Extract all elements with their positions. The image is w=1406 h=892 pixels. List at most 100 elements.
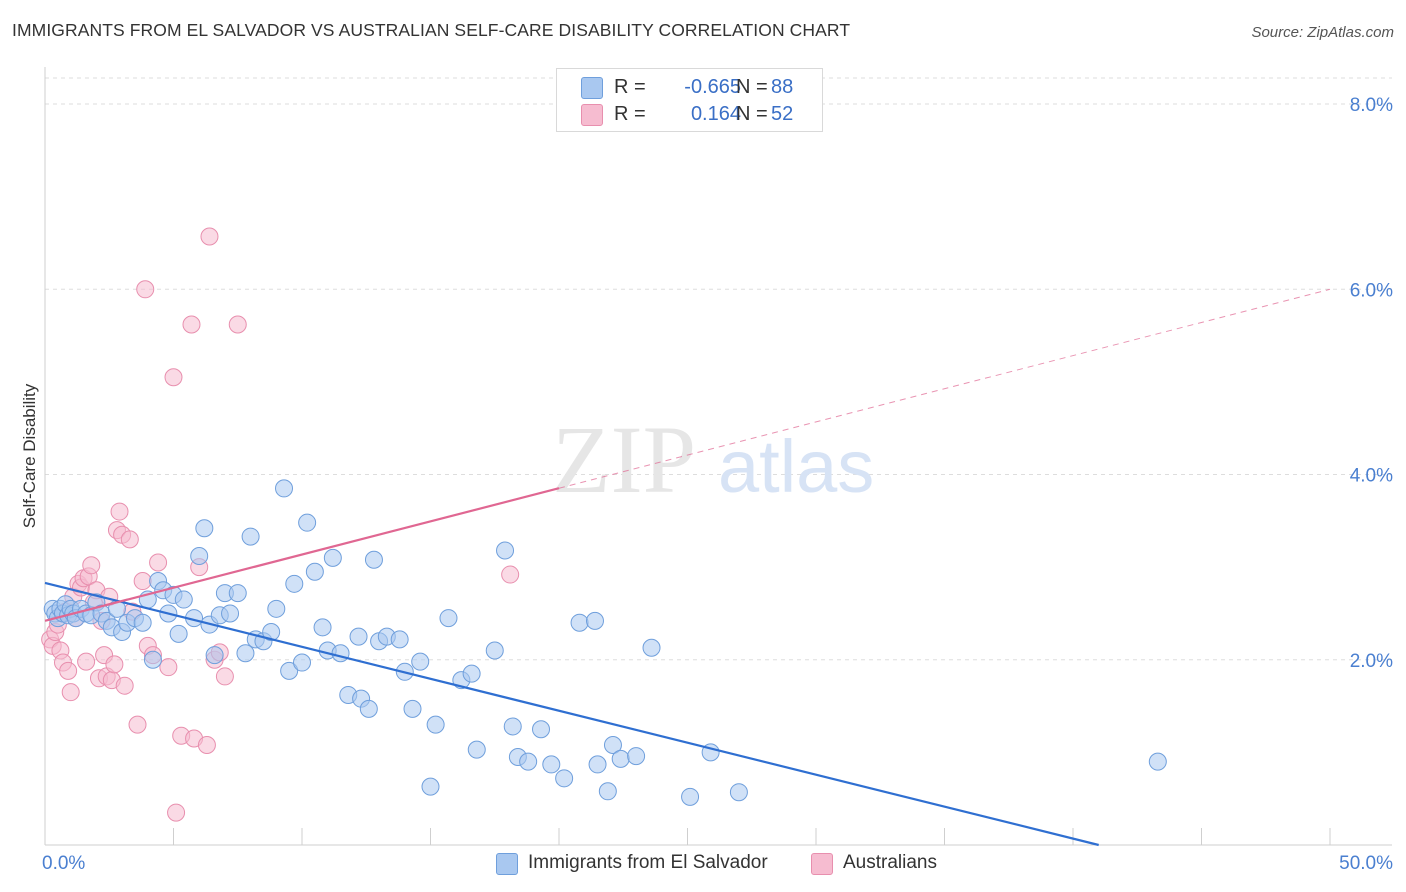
el-salvador-point (421, 777, 440, 796)
el-salvador-point (275, 479, 294, 498)
el-salvador-point (190, 547, 209, 566)
australians-point (182, 315, 201, 334)
series-swatch-blue (496, 853, 518, 875)
el-salvador-point (411, 652, 430, 671)
legend-n-value: 88 (771, 76, 794, 98)
el-salvador-point (262, 622, 281, 641)
x-tick-label-min: 0.0% (42, 853, 85, 874)
el-salvador-point (390, 630, 409, 649)
el-salvador-point (598, 782, 617, 801)
legend-n-value: 52 (771, 103, 794, 125)
el-salvador-point (364, 550, 383, 569)
el-salvador-point (359, 699, 378, 718)
legend-n-label: N = (736, 76, 768, 98)
el-salvador-point (169, 624, 188, 643)
source-credit: Source: ZipAtlas.com (1251, 24, 1394, 41)
el-salvador-point (228, 584, 247, 603)
el-salvador-point (439, 609, 458, 628)
el-salvador-point (293, 653, 311, 672)
el-salvador-point (285, 574, 304, 593)
el-salvador-point (462, 664, 481, 683)
el-salvador-point (313, 618, 332, 637)
australians-point (167, 803, 186, 822)
australians-point (133, 572, 152, 591)
australians-points (41, 227, 520, 822)
el-salvador-point (627, 747, 646, 766)
el-salvador-point (603, 735, 622, 754)
el-salvador-point (403, 699, 422, 718)
series-swatch-pink (811, 853, 833, 875)
el-salvador-point (205, 646, 224, 665)
trend-lines (44, 288, 1331, 847)
el-salvador-point (426, 715, 445, 734)
series-name-el-salvador: Immigrants from El Salvador (528, 852, 768, 873)
el-salvador-point (570, 613, 589, 632)
el-salvador-point (542, 755, 561, 774)
series-name-australians: Australians (843, 852, 937, 873)
el-salvador-point (485, 641, 504, 660)
australians-point (115, 676, 134, 695)
y-tick-label: 6.0% (1350, 280, 1393, 301)
el-salvador-point (519, 752, 538, 771)
australians-trend-line (44, 487, 560, 622)
legend-r-value: -0.665 (684, 76, 741, 98)
australians-point (128, 715, 147, 734)
correlation-legend: R = -0.665 N = 88 R = 0.164 N = 52 (556, 68, 823, 132)
el-salvador-point (221, 604, 240, 623)
el-salvador-point (585, 611, 604, 630)
australians-point (105, 655, 124, 674)
grid-layer (45, 77, 1392, 661)
legend-r-value: 0.164 (690, 103, 741, 125)
legend-r-label: R = (614, 76, 646, 98)
x-tick-label-max: 50.0% (1339, 853, 1393, 874)
australians-point (215, 667, 234, 686)
watermark-zip: ZIP (552, 406, 696, 513)
australians-point (149, 553, 168, 572)
el-salvador-point (133, 613, 152, 632)
el-salvador-point (174, 590, 193, 609)
el-salvador-point (467, 740, 486, 759)
el-salvador-point (267, 599, 286, 618)
el-salvador-point (681, 787, 700, 806)
el-salvador-points (43, 479, 1167, 806)
el-salvador-point (532, 720, 551, 739)
australians-point (61, 683, 80, 702)
el-salvador-trend-line (44, 581, 1099, 847)
el-salvador-point (588, 755, 607, 774)
australians-point (136, 280, 155, 299)
el-salvador-point (241, 527, 260, 546)
el-salvador-point (298, 513, 317, 532)
australians-trend-extension (558, 288, 1331, 489)
australians-point (200, 227, 219, 246)
y-axis-label: Self-Care Disability (20, 383, 39, 528)
el-salvador-point (496, 541, 515, 560)
legend-swatch-pink (581, 104, 603, 126)
el-salvador-point (195, 519, 214, 538)
australians-point (159, 658, 178, 677)
el-salvador-point (1148, 752, 1167, 771)
y-tick-label: 2.0% (1350, 651, 1393, 672)
australians-point (59, 661, 78, 680)
el-salvador-point (349, 627, 368, 646)
watermark-atlas: atlas (718, 425, 874, 508)
legend-r-label: R = (614, 103, 646, 125)
australians-point (197, 735, 216, 754)
y-tick-label: 8.0% (1350, 95, 1393, 116)
el-salvador-point (503, 717, 522, 736)
el-salvador-point (331, 644, 350, 663)
el-salvador-point (280, 661, 299, 680)
el-salvador-point (642, 638, 661, 657)
australians-point (82, 556, 101, 575)
australians-point (77, 652, 96, 671)
el-salvador-point (555, 769, 574, 788)
y-tick-label: 4.0% (1350, 466, 1393, 487)
el-salvador-point (729, 783, 748, 802)
australians-point (120, 530, 139, 549)
watermark: ZIP atlas (552, 406, 874, 513)
legend-swatch-blue (581, 77, 603, 99)
el-salvador-point (143, 650, 162, 669)
chart-title: IMMIGRANTS FROM EL SALVADOR VS AUSTRALIA… (12, 20, 851, 40)
el-salvador-point (611, 749, 630, 768)
el-salvador-point (323, 548, 342, 567)
